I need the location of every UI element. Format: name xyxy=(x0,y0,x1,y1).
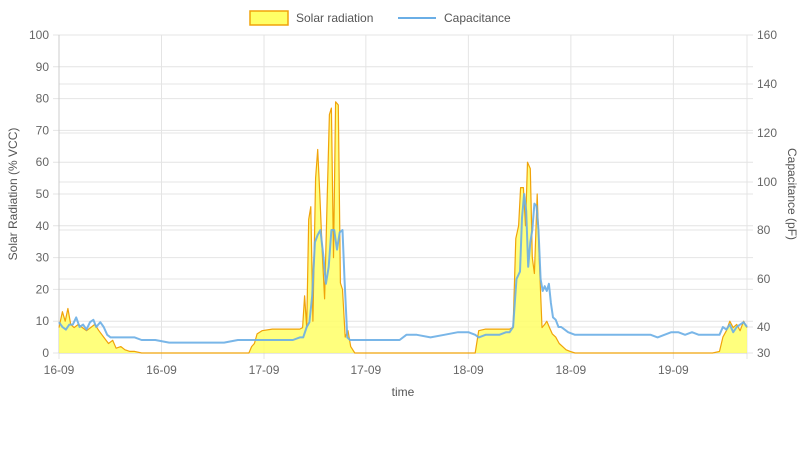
x-axis-title: time xyxy=(392,385,415,399)
grid xyxy=(53,34,753,359)
x-tick-label: 17-09 xyxy=(249,363,280,377)
y-right-tick-label: 160 xyxy=(757,28,777,42)
y-left-tick-label: 100 xyxy=(29,28,49,42)
series-layer xyxy=(58,101,748,354)
legend-label-solar: Solar radiation xyxy=(296,11,373,25)
y-left-tick-label: 10 xyxy=(36,314,50,328)
x-tick-label: 17-09 xyxy=(350,363,381,377)
legend-label-capacitance: Capacitance xyxy=(444,11,511,25)
y-right-tick-label: 60 xyxy=(757,272,771,286)
x-tick-label: 18-09 xyxy=(453,363,484,377)
legend-item-solar[interactable]: Solar radiation xyxy=(249,10,373,26)
y-right-tick-label: 40 xyxy=(757,320,771,334)
y-right-tick-label: 30 xyxy=(757,346,771,360)
y-left-tick-label: 40 xyxy=(36,219,50,233)
y-left-tick-label: 80 xyxy=(36,92,50,106)
x-tick-label: 18-09 xyxy=(556,363,587,377)
y-left-tick-label: 20 xyxy=(36,282,50,296)
series-area-solar-radiation xyxy=(59,101,747,353)
y-axis-left-title: Solar Radiation (% VCC) xyxy=(6,128,20,261)
y-left-tick-label: 90 xyxy=(36,60,50,74)
series-line-solar-radiation xyxy=(58,101,748,354)
y-left-tick-label: 50 xyxy=(36,187,50,201)
x-tick-label: 16-09 xyxy=(146,363,177,377)
y-axis-right-title: Capacitance (pF) xyxy=(785,148,799,240)
y-right-tick-label: 120 xyxy=(757,126,777,140)
legend-item-capacitance[interactable]: Capacitance xyxy=(398,11,511,25)
legend[interactable]: Solar radiation Capacitance xyxy=(249,10,511,26)
y-left-tick-label: 30 xyxy=(36,251,50,265)
series-line-capacitance xyxy=(58,193,748,344)
y-right-tick-label: 100 xyxy=(757,175,777,189)
y-right-tick-label: 80 xyxy=(757,223,771,237)
y-left-tick-label: 70 xyxy=(36,123,50,137)
y-right-tick-label: 140 xyxy=(757,77,777,91)
y-left-tick-label: 0 xyxy=(42,346,49,360)
legend-swatch-solar xyxy=(249,10,289,26)
y-left-tick-label: 60 xyxy=(36,155,50,169)
x-tick-label: 19-09 xyxy=(658,363,689,377)
tick-labels: 0 10 20 30 40 50 60 70 80 90 100 30 40 60 80 100 120 140 1… xyxy=(29,28,777,377)
x-tick-label: 16-09 xyxy=(44,363,75,377)
